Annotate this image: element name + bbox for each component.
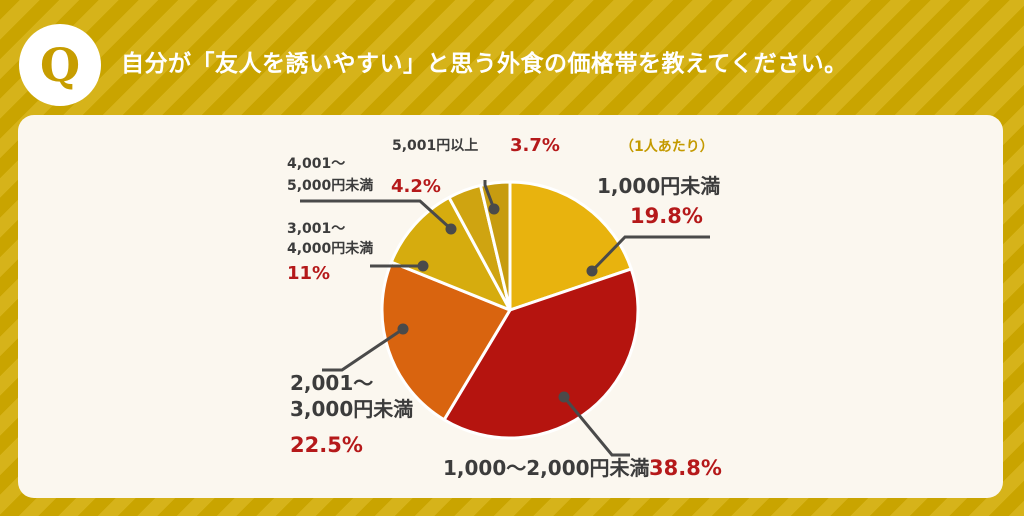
slice-label: 3,001〜 (287, 221, 345, 237)
leader-dot (417, 260, 429, 272)
slice-label: 5,000円未満 (287, 177, 373, 194)
slice-percent: 4.2% (391, 176, 441, 197)
leader-dot (586, 265, 598, 277)
leader-dot (488, 203, 500, 215)
question-title: 自分が「友人を誘いやすい」と思う外食の価格帯を教えてください。 (121, 51, 848, 77)
pie-slice (479, 180, 512, 312)
leader-dot (558, 391, 570, 403)
slice-percent: 3.7% (510, 135, 560, 156)
leader-dot (397, 323, 409, 335)
slice-label: 1,000円未満 (597, 174, 720, 198)
slice-label: 3,000円未満 (290, 397, 413, 421)
slice-percent: 19.8% (630, 204, 703, 228)
slice-percent: 22.5% (290, 433, 363, 457)
unit-note: （1人あたり） (620, 138, 714, 155)
slice-label: 1,000〜2,000円未満 (443, 456, 650, 480)
question-badge: Q (19, 24, 101, 106)
leader-line (322, 327, 404, 372)
question-badge-letter: Q (39, 38, 81, 92)
slice-label: 4,000円未満 (287, 240, 373, 257)
slice-percent: 11% (287, 263, 330, 284)
slice-label: 4,001〜 (287, 156, 345, 172)
slice-label: 5,001円以上 (392, 138, 478, 154)
slice-label: 2,001〜 (290, 371, 373, 395)
pie-slice (389, 195, 512, 312)
slice-percent: 38.8% (649, 456, 722, 480)
leader-line (300, 199, 453, 231)
leader-line (562, 396, 630, 457)
leader-line (590, 235, 710, 273)
leader-dot (445, 223, 457, 235)
leader-line (483, 180, 496, 210)
pie-slice (442, 267, 640, 440)
pie-slice (380, 260, 512, 422)
